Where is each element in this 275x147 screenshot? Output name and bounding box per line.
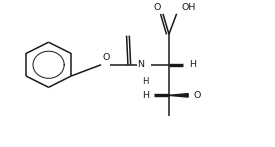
Text: N: N [137,60,144,69]
Text: H: H [142,77,148,86]
Text: H: H [189,60,196,69]
Text: OH: OH [181,3,196,12]
Text: O: O [194,91,201,100]
Text: O: O [102,53,110,62]
Text: H: H [142,91,149,100]
Text: O: O [153,3,161,12]
Polygon shape [169,94,188,97]
